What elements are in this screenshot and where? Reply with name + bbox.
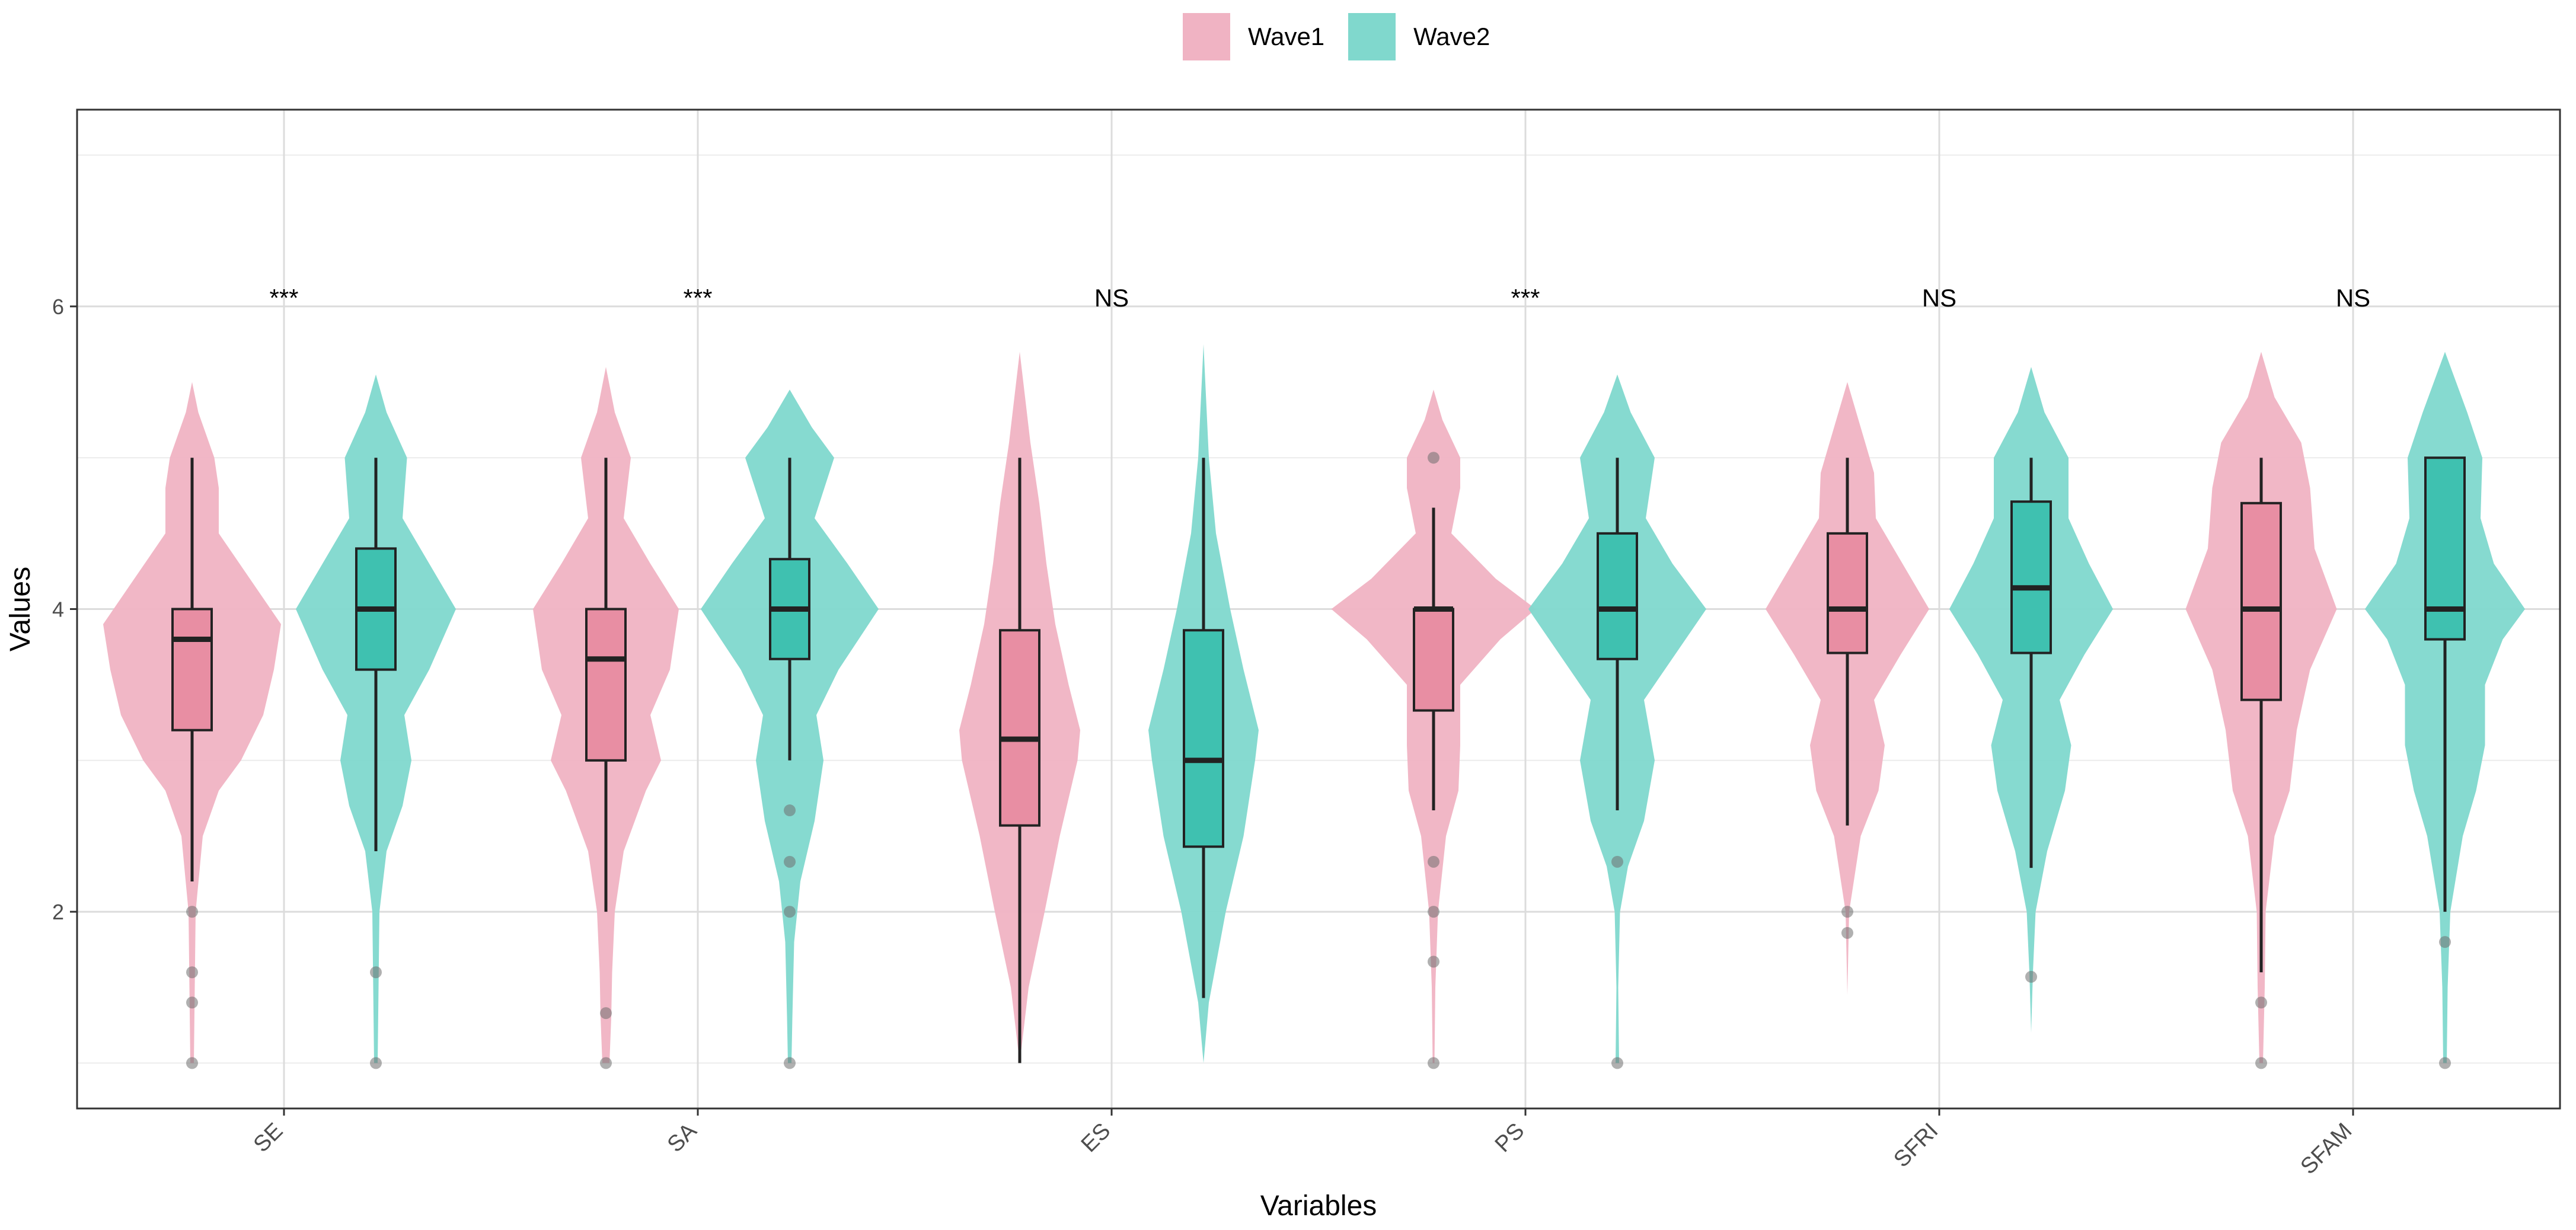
outlier-wave1-sfri [1841, 927, 1853, 939]
outlier-wave2-sfri [2025, 970, 2037, 983]
box-wave1-sfam [2240, 501, 2282, 701]
outlier-wave1-ps [1428, 855, 1439, 868]
significance-label-sa: *** [683, 284, 712, 312]
x-tick-label-sfam: SFAM [2296, 1119, 2357, 1180]
outlier-wave1-ps [1428, 452, 1439, 464]
x-axis-title: Variables [1260, 1190, 1377, 1222]
box-wave1-sfri [1827, 532, 1868, 654]
outlier-wave1-se [186, 996, 198, 1009]
outlier-wave1-sfam [2255, 1057, 2267, 1069]
box-wave1-se [171, 608, 213, 731]
outlier-wave1-sa [600, 1007, 612, 1020]
legend-item-wave1: Wave1 [1183, 13, 1324, 60]
y-tick-label: 2 [52, 900, 64, 924]
outlier-wave2-sa [784, 906, 796, 918]
outlier-wave1-sfam [2255, 996, 2267, 1009]
y-axis-title: Values [5, 567, 36, 651]
outlier-wave1-sa [600, 1057, 612, 1069]
significance-label-ps: *** [1511, 284, 1540, 312]
outlier-wave2-sa [784, 855, 796, 868]
significance-label-es: NS [1094, 284, 1129, 312]
outlier-wave1-se [186, 966, 198, 979]
outlier-wave2-sfam [2439, 936, 2451, 948]
outlier-wave1-se [186, 1057, 198, 1069]
legend-label-wave1: Wave1 [1248, 23, 1325, 50]
legend: Wave1 Wave2 [1183, 13, 1514, 60]
legend-swatch-wave2 [1348, 13, 1396, 60]
box-wave2-ps [1597, 532, 1638, 660]
outlier-wave2-ps [1611, 1057, 1623, 1069]
outlier-wave1-ps [1428, 906, 1439, 918]
outlier-wave1-ps [1428, 956, 1439, 968]
legend-label-wave2: Wave2 [1413, 23, 1490, 50]
outlier-wave2-sa [784, 804, 796, 817]
box-wave1-ps [1413, 608, 1454, 712]
x-tick-label-sa: SA [663, 1118, 702, 1157]
outlier-wave1-sfri [1841, 906, 1853, 918]
x-tick-label-sfri: SFRI [1889, 1119, 1943, 1173]
box-wave2-es [1183, 629, 1224, 848]
outlier-wave2-sa [784, 1057, 796, 1069]
significance-label-se: *** [269, 284, 298, 312]
outlier-wave2-sfam [2439, 1057, 2451, 1069]
y-tick-label: 4 [52, 598, 64, 622]
x-tick-label-se: SE [249, 1119, 288, 1158]
outlier-wave1-se [186, 906, 198, 918]
box-wave1-es [999, 629, 1040, 827]
y-tick-label: 6 [52, 295, 64, 319]
x-tick-label-es: ES [1077, 1119, 1116, 1158]
box-wave1-sa [585, 608, 627, 762]
significance-label-sfam: NS [2336, 284, 2370, 312]
box-wave2-sfri [2010, 500, 2052, 654]
outlier-wave2-se [370, 1057, 382, 1069]
outlier-wave2-ps [1611, 855, 1623, 868]
outlier-wave2-se [370, 966, 382, 979]
outlier-wave1-ps [1428, 1057, 1439, 1069]
legend-item-wave2: Wave2 [1348, 13, 1490, 60]
box-wave2-sfam [2424, 456, 2466, 641]
x-tick-label-ps: PS [1490, 1119, 1530, 1158]
legend-swatch-wave1 [1183, 13, 1230, 60]
significance-label-sfri: NS [1922, 284, 1956, 312]
